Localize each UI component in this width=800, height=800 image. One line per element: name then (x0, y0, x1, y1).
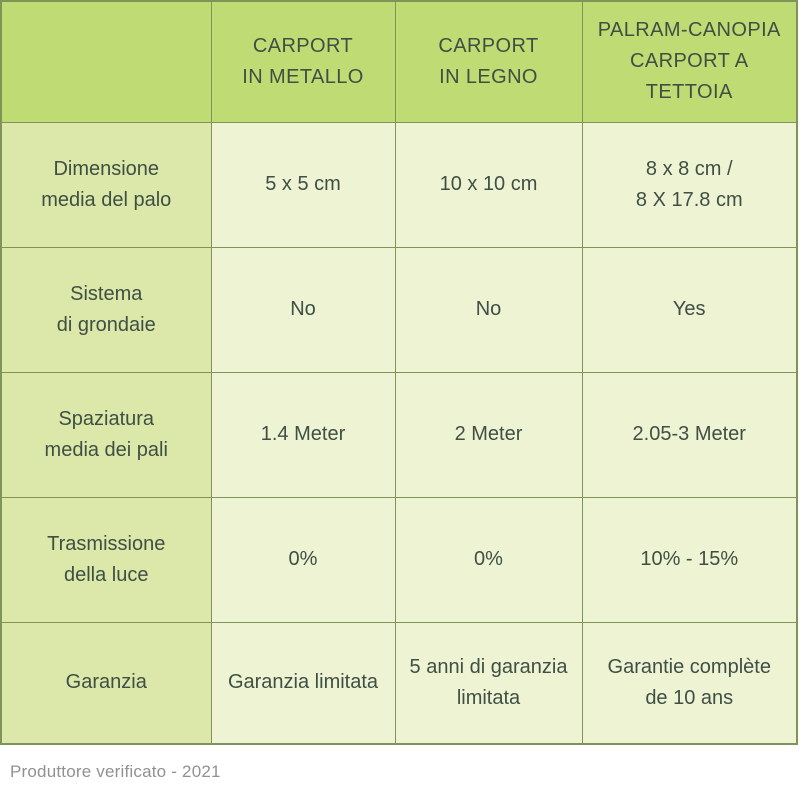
table-row-trasmissione: Trasmissione della luce 0% 0% 10% - 15% (0, 496, 798, 623)
cell-grondaie-metallo: No (210, 246, 396, 373)
column-header-carport-legno: CARPORT IN LEGNO (394, 0, 583, 123)
cell-grondaie-palram: Yes (581, 246, 798, 373)
cell-grondaie-legno: No (394, 246, 583, 373)
cell-garanzia-palram: Garantie complète de 10 ans (581, 621, 798, 745)
cell-spaziatura-palram: 2.05-3 Meter (581, 371, 798, 498)
cell-garanzia-metallo: Garanzia limitata (210, 621, 396, 745)
cell-spaziatura-metallo: 1.4 Meter (210, 371, 396, 498)
row-label-spaziatura: Spaziatura media dei pali (0, 371, 212, 498)
column-header-carport-metallo: CARPORT IN METALLO (210, 0, 396, 123)
row-label-trasmissione: Trasmissione della luce (0, 496, 212, 623)
table-row-grondaie: Sistema di grondaie No No Yes (0, 246, 798, 373)
cell-dimensione-legno: 10 x 10 cm (394, 121, 583, 248)
row-label-dimensione: Dimensione media del palo (0, 121, 212, 248)
column-header-palram-canopia: PALRAM-CANOPIA CARPORT A TETTOIA (581, 0, 798, 123)
row-label-garanzia: Garanzia (0, 621, 212, 745)
cell-dimensione-palram: 8 x 8 cm / 8 X 17.8 cm (581, 121, 798, 248)
footer-note: Produttore verificato - 2021 (10, 762, 221, 781)
cell-trasmissione-metallo: 0% (210, 496, 396, 623)
table-row-garanzia: Garanzia Garanzia limitata 5 anni di gar… (0, 621, 798, 745)
cell-trasmissione-palram: 10% - 15% (581, 496, 798, 623)
header-row: CARPORT IN METALLO CARPORT IN LEGNO PALR… (0, 0, 798, 123)
cell-trasmissione-legno: 0% (394, 496, 583, 623)
corner-cell (0, 0, 212, 123)
table-row-spaziatura: Spaziatura media dei pali 1.4 Meter 2 Me… (0, 371, 798, 498)
table-row-dimensione: Dimensione media del palo 5 x 5 cm 10 x … (0, 121, 798, 248)
cell-dimensione-metallo: 5 x 5 cm (210, 121, 396, 248)
row-label-grondaie: Sistema di grondaie (0, 246, 212, 373)
cell-spaziatura-legno: 2 Meter (394, 371, 583, 498)
comparison-table: CARPORT IN METALLO CARPORT IN LEGNO PALR… (0, 0, 798, 745)
cell-garanzia-legno: 5 anni di garanzia limitata (394, 621, 583, 745)
